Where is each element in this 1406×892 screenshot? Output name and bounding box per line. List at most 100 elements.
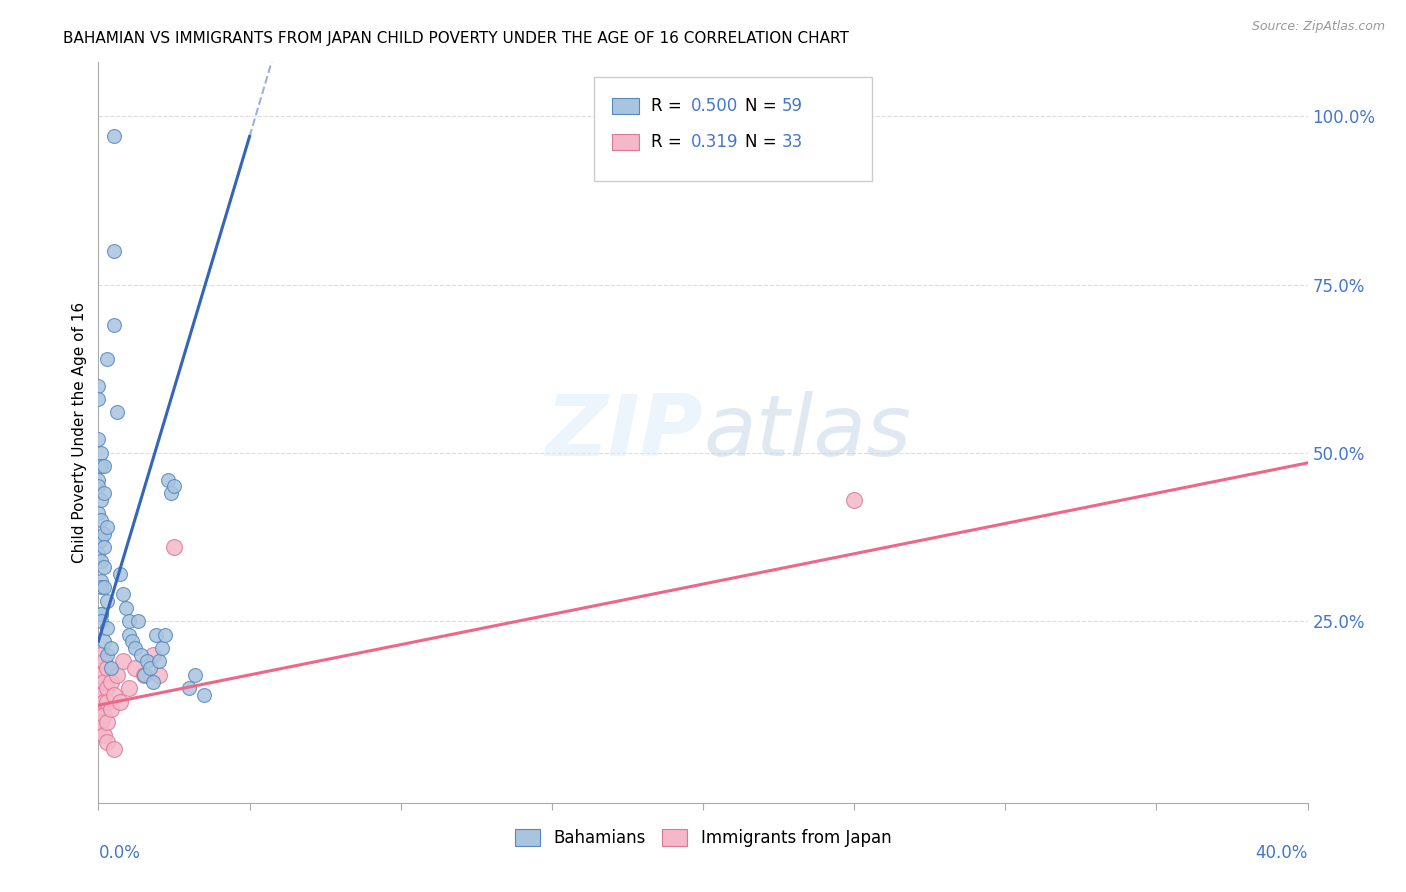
Point [90, 446, 112, 460]
Point [127, 614, 149, 628]
Point [150, 640, 173, 655]
Text: 0.0%: 0.0% [98, 844, 141, 862]
Point [103, 688, 125, 702]
Point [142, 674, 165, 689]
Point [184, 668, 207, 682]
Point [118, 681, 141, 696]
Point [87, 392, 110, 406]
Point [96, 735, 118, 749]
Point [93, 695, 115, 709]
Point [139, 661, 162, 675]
FancyBboxPatch shape [613, 98, 638, 114]
Text: N =: N = [745, 133, 782, 151]
Point [96, 648, 118, 662]
Point [93, 459, 115, 474]
FancyBboxPatch shape [613, 134, 638, 150]
Text: 0.319: 0.319 [690, 133, 738, 151]
Point [124, 640, 146, 655]
Point [87, 479, 110, 493]
Point [100, 674, 122, 689]
Point [103, 318, 125, 332]
Point [87, 433, 110, 447]
Point [121, 634, 143, 648]
Y-axis label: Child Poverty Under the Age of 16: Child Poverty Under the Age of 16 [72, 302, 87, 563]
Text: BAHAMIAN VS IMMIGRANTS FROM JAPAN CHILD POVERTY UNDER THE AGE OF 16 CORRELATION : BAHAMIAN VS IMMIGRANTS FROM JAPAN CHILD … [63, 31, 849, 46]
Point [96, 351, 118, 366]
Point [100, 661, 122, 675]
Text: 59: 59 [782, 97, 803, 115]
Text: atlas: atlas [703, 391, 911, 475]
Point [111, 587, 134, 601]
Point [90, 574, 112, 588]
Point [87, 507, 110, 521]
Point [93, 655, 115, 669]
Point [129, 648, 152, 662]
Point [124, 661, 146, 675]
Point [111, 655, 134, 669]
Point [145, 627, 167, 641]
Point [844, 492, 866, 507]
Point [87, 681, 110, 696]
Point [93, 674, 115, 689]
Point [96, 594, 118, 608]
Point [93, 581, 115, 595]
Point [93, 729, 115, 743]
Text: N =: N = [745, 97, 782, 115]
Point [93, 708, 115, 723]
Point [142, 648, 165, 662]
Point [163, 479, 186, 493]
Point [103, 129, 125, 144]
Point [93, 540, 115, 554]
Point [118, 614, 141, 628]
Text: R =: R = [651, 133, 688, 151]
Point [148, 668, 170, 682]
Point [90, 614, 112, 628]
Point [93, 526, 115, 541]
Point [96, 621, 118, 635]
Point [96, 714, 118, 729]
Point [179, 681, 201, 696]
Point [105, 668, 128, 682]
Text: ZIP: ZIP [546, 391, 703, 475]
Text: R =: R = [651, 97, 688, 115]
Point [132, 668, 155, 682]
Text: 33: 33 [782, 133, 803, 151]
Point [93, 560, 115, 574]
Text: 0.500: 0.500 [690, 97, 738, 115]
Point [193, 688, 215, 702]
Point [96, 681, 118, 696]
Point [93, 486, 115, 500]
Point [87, 695, 110, 709]
Legend: Bahamians, Immigrants from Japan: Bahamians, Immigrants from Japan [508, 822, 898, 854]
Point [90, 701, 112, 715]
Point [148, 655, 170, 669]
Point [103, 742, 125, 756]
Point [87, 722, 110, 736]
Point [90, 533, 112, 548]
Point [100, 640, 122, 655]
Point [90, 607, 112, 622]
Point [100, 701, 122, 715]
Text: Source: ZipAtlas.com: Source: ZipAtlas.com [1251, 20, 1385, 33]
Point [90, 553, 112, 567]
Point [156, 473, 179, 487]
Point [90, 492, 112, 507]
Point [96, 661, 118, 675]
Point [90, 688, 112, 702]
Point [87, 547, 110, 561]
Point [90, 648, 112, 662]
Point [90, 459, 112, 474]
Point [87, 708, 110, 723]
Point [105, 405, 128, 419]
Point [103, 244, 125, 258]
Point [90, 714, 112, 729]
Point [96, 520, 118, 534]
Point [118, 627, 141, 641]
Point [114, 600, 136, 615]
Point [87, 473, 110, 487]
Point [96, 695, 118, 709]
Point [153, 627, 176, 641]
Point [90, 668, 112, 682]
Text: 40.0%: 40.0% [1256, 844, 1308, 862]
Point [135, 655, 157, 669]
